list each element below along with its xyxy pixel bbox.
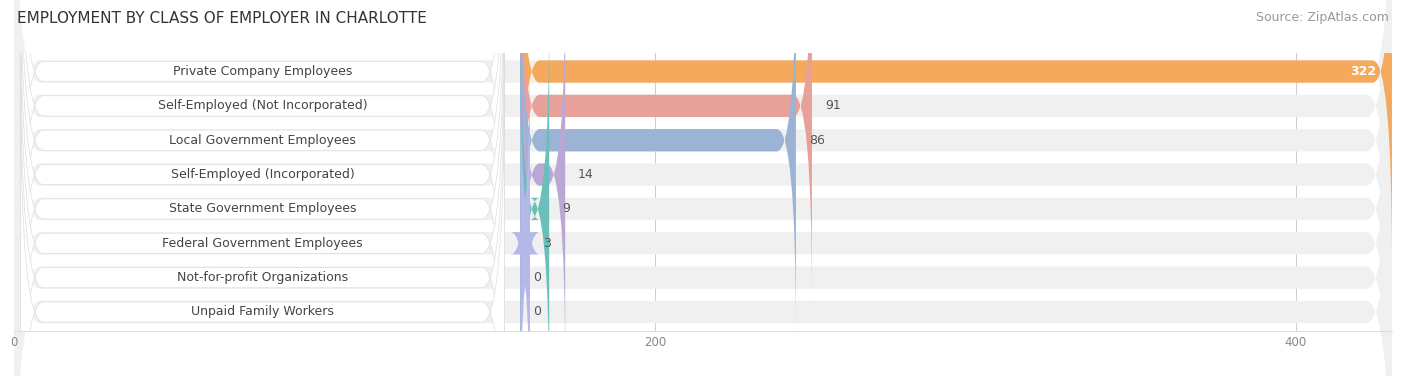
FancyBboxPatch shape — [510, 49, 540, 376]
FancyBboxPatch shape — [21, 47, 505, 376]
Text: EMPLOYMENT BY CLASS OF EMPLOYER IN CHARLOTTE: EMPLOYMENT BY CLASS OF EMPLOYER IN CHARL… — [17, 11, 427, 26]
Text: 86: 86 — [808, 134, 825, 147]
FancyBboxPatch shape — [14, 0, 1392, 376]
Text: 9: 9 — [562, 202, 569, 215]
FancyBboxPatch shape — [520, 0, 1392, 267]
Text: 322: 322 — [1350, 65, 1376, 78]
FancyBboxPatch shape — [520, 0, 796, 335]
FancyBboxPatch shape — [21, 82, 505, 376]
Text: Self-Employed (Incorporated): Self-Employed (Incorporated) — [170, 168, 354, 181]
FancyBboxPatch shape — [520, 0, 565, 370]
Text: 0: 0 — [533, 305, 541, 318]
Text: 91: 91 — [825, 99, 841, 112]
Text: State Government Employees: State Government Employees — [169, 202, 356, 215]
Text: 3: 3 — [543, 237, 551, 250]
FancyBboxPatch shape — [14, 0, 1392, 376]
FancyBboxPatch shape — [14, 0, 1392, 370]
Text: Federal Government Employees: Federal Government Employees — [162, 237, 363, 250]
FancyBboxPatch shape — [21, 13, 505, 376]
FancyBboxPatch shape — [14, 49, 1392, 376]
FancyBboxPatch shape — [21, 0, 505, 376]
Text: Source: ZipAtlas.com: Source: ZipAtlas.com — [1256, 11, 1389, 24]
Text: Local Government Employees: Local Government Employees — [169, 134, 356, 147]
Text: Not-for-profit Organizations: Not-for-profit Organizations — [177, 271, 347, 284]
FancyBboxPatch shape — [21, 0, 505, 376]
FancyBboxPatch shape — [14, 0, 1392, 335]
FancyBboxPatch shape — [520, 14, 550, 376]
FancyBboxPatch shape — [21, 0, 505, 302]
Text: Self-Employed (Not Incorporated): Self-Employed (Not Incorporated) — [157, 99, 367, 112]
Text: 0: 0 — [533, 271, 541, 284]
FancyBboxPatch shape — [21, 0, 505, 336]
FancyBboxPatch shape — [14, 14, 1392, 376]
Text: 14: 14 — [578, 168, 593, 181]
FancyBboxPatch shape — [14, 0, 1392, 376]
Text: Unpaid Family Workers: Unpaid Family Workers — [191, 305, 333, 318]
FancyBboxPatch shape — [14, 0, 1392, 376]
Text: Private Company Employees: Private Company Employees — [173, 65, 352, 78]
FancyBboxPatch shape — [520, 0, 811, 301]
FancyBboxPatch shape — [21, 0, 505, 371]
